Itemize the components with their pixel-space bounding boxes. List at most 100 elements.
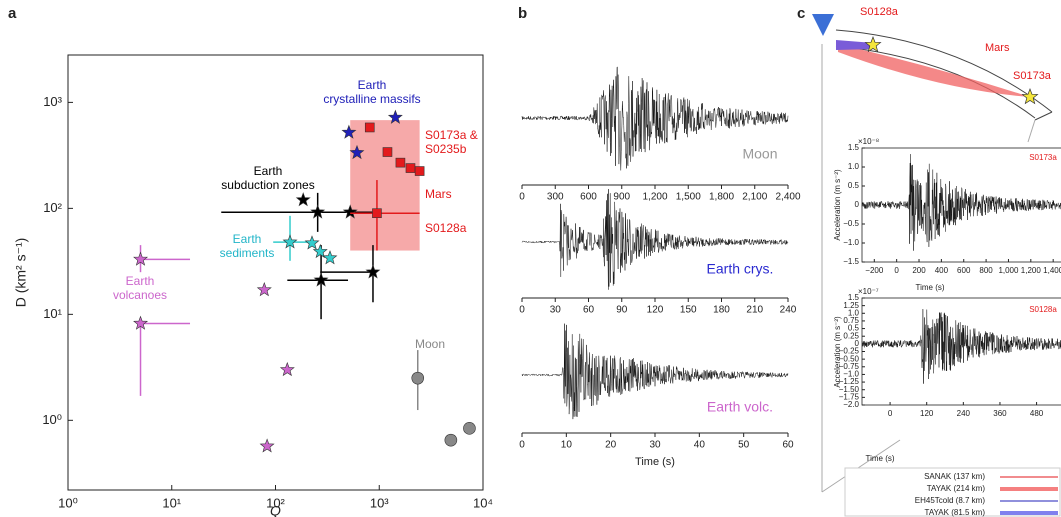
x-tick-label: 1,200 xyxy=(1021,266,1042,275)
point xyxy=(341,124,357,139)
y-tick-label: −0.75 xyxy=(839,362,860,371)
annotation: S0235b xyxy=(425,142,467,156)
annotation: Earth xyxy=(126,274,155,288)
annotation: Earth xyxy=(358,78,387,92)
y-axis-label: Acceleration (m s⁻²) xyxy=(833,169,842,241)
x-tick-label: 1,000 xyxy=(998,266,1019,275)
plot-frame xyxy=(67,54,484,491)
point xyxy=(133,315,149,330)
x-tick-label: 600 xyxy=(957,266,971,275)
y-tick-label: 10⁰ xyxy=(42,412,62,427)
y-tick-label: 10³ xyxy=(43,94,62,109)
event-star xyxy=(864,36,882,53)
x-axis-label: Time (s) xyxy=(635,456,675,468)
x-tick-label: 10⁰ xyxy=(58,495,78,510)
x-tick-label: 1,200 xyxy=(642,192,667,203)
point xyxy=(395,157,406,168)
point xyxy=(295,192,311,207)
x-tick-label: 90 xyxy=(616,305,628,316)
legend-label: TAYAK (81.5 km) xyxy=(925,508,986,517)
y-tick-label: −1.0 xyxy=(843,238,859,247)
annotation: Mars xyxy=(425,187,452,201)
y-tick-label: −1.0 xyxy=(843,370,859,379)
y-tick-label: −0.5 xyxy=(843,219,859,228)
legend-label: EH45Tcold (8.7 km) xyxy=(915,496,986,505)
point xyxy=(133,251,149,266)
point xyxy=(312,243,328,259)
point xyxy=(405,163,416,173)
trace-label: S0173a xyxy=(1029,153,1057,162)
x-tick-label: 30 xyxy=(649,440,661,451)
y-tick-label: 10¹ xyxy=(43,306,62,321)
y-tick-label: −1.25 xyxy=(839,377,860,386)
x-tick-label: 50 xyxy=(738,440,750,451)
point xyxy=(279,361,295,377)
y-tick-label: 0.75 xyxy=(843,316,859,325)
x-tick-label: 20 xyxy=(605,440,617,451)
x-tick-label: 2,400 xyxy=(775,192,800,203)
x-tick-label: 210 xyxy=(746,305,763,316)
y-tick-label: 1.0 xyxy=(848,308,860,317)
x-tick-label: 1,500 xyxy=(676,192,701,203)
annotation: Moon xyxy=(415,337,445,351)
event-star xyxy=(1021,88,1039,105)
x-tick-label: −200 xyxy=(865,266,884,275)
y-tick-label: 10² xyxy=(43,200,62,215)
waveform xyxy=(861,154,1061,251)
point xyxy=(282,234,298,249)
x-tick-label: 200 xyxy=(912,266,926,275)
point xyxy=(304,235,320,250)
x-tick-label: 10 xyxy=(561,440,573,451)
y-tick-label: 1.5 xyxy=(848,293,860,302)
x-tick-label: 400 xyxy=(935,266,949,275)
x-tick-label: 360 xyxy=(993,409,1007,418)
x-tick-label: 900 xyxy=(613,192,630,203)
x-tick-label: 10³ xyxy=(370,495,389,510)
x-tick-label: 0 xyxy=(519,305,525,316)
diagram-label: S0173a xyxy=(1013,70,1052,82)
x-tick-label: 240 xyxy=(780,305,797,316)
x-tick-label: 2,100 xyxy=(742,192,767,203)
y-tick-label: 0 xyxy=(855,200,860,209)
point xyxy=(387,109,403,124)
region xyxy=(350,120,420,251)
annotation: S0128a xyxy=(425,221,467,235)
x-tick-label: 150 xyxy=(680,305,697,316)
diagram-label: S0128a xyxy=(860,6,899,18)
x-tick-label: 120 xyxy=(920,409,934,418)
y-tick-label: 0.5 xyxy=(848,181,860,190)
y-axis-label: Acceleration (m s⁻²) xyxy=(833,316,842,388)
x-tick-label: 60 xyxy=(782,440,794,451)
x-tick-label: 30 xyxy=(550,305,562,316)
point xyxy=(256,282,272,297)
x-axis-label: Time (s) xyxy=(915,283,944,292)
y-tick-label: −0.50 xyxy=(839,354,860,363)
trace-label: S0128a xyxy=(1029,305,1057,314)
panel-label: c xyxy=(797,5,805,22)
y-tick-label: 0.25 xyxy=(843,331,859,340)
y-tick-label: 1.0 xyxy=(848,162,860,171)
x-tick-label: 1,400 xyxy=(1043,266,1061,275)
x-tick-label: 10¹ xyxy=(162,495,181,510)
x-tick-label: 0 xyxy=(519,192,525,203)
point xyxy=(444,433,458,447)
panel-label: b xyxy=(518,5,527,22)
legend-box xyxy=(844,467,1061,517)
annotation: Earth xyxy=(254,164,283,178)
trace-label: Moon xyxy=(742,146,777,162)
x-tick-label: 600 xyxy=(580,192,597,203)
point xyxy=(313,272,329,287)
x-tick-label: 1,800 xyxy=(709,192,734,203)
annotation: sediments xyxy=(220,246,275,260)
y-tick-label: −1.75 xyxy=(839,392,860,401)
point xyxy=(322,250,338,265)
x-tick-label: 0 xyxy=(519,440,525,451)
point xyxy=(411,371,425,385)
x-tick-label: 60 xyxy=(583,305,595,316)
y-tick-label: −0.25 xyxy=(839,347,860,356)
waveform xyxy=(521,189,789,290)
point xyxy=(349,144,365,160)
annotation: S0173a & xyxy=(425,128,478,142)
x-tick-label: 10² xyxy=(266,495,285,510)
point xyxy=(382,147,393,157)
